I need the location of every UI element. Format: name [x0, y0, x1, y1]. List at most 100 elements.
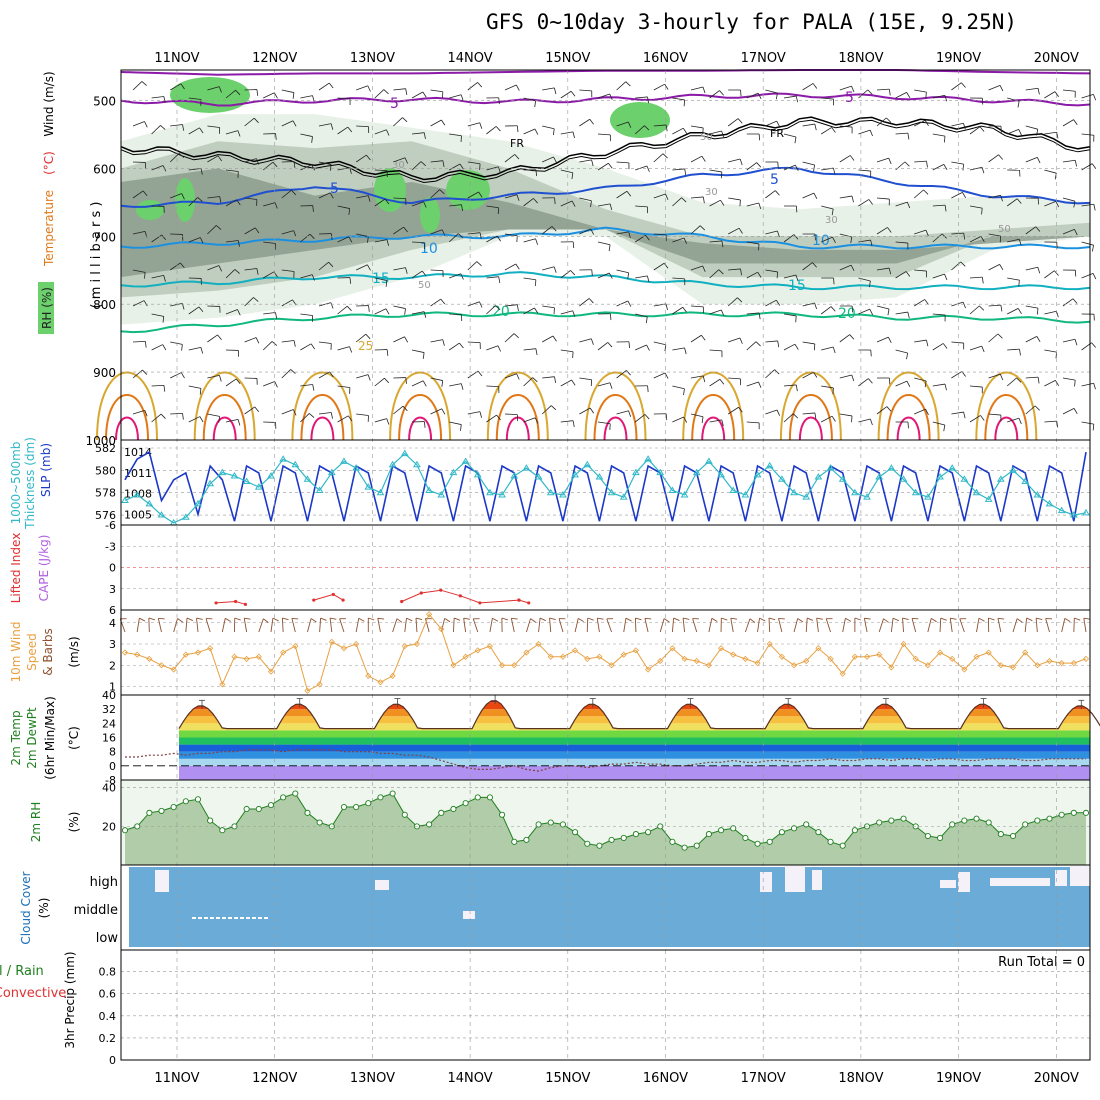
wind-barb: [207, 265, 223, 272]
thickness-marker: [510, 471, 519, 479]
wind-barb: [356, 413, 369, 422]
wind-barb: [988, 413, 1002, 422]
wind-barb: [523, 277, 537, 287]
wind-barb: [393, 267, 408, 274]
wind-barb-10m: [623, 617, 632, 633]
wind-speed-marker: [705, 662, 712, 669]
wind-barb: [132, 409, 148, 417]
wind-barb: [523, 169, 537, 177]
wind-barb: [151, 384, 166, 392]
wind-speed-marker: [304, 687, 311, 694]
wind-barb-10m: [1012, 618, 1023, 633]
wind-barb: [802, 233, 816, 241]
wind-barb-10m: [911, 618, 919, 633]
rh-point: [791, 825, 798, 832]
wind-barb: [560, 379, 576, 387]
wind-barb-10m: [196, 617, 203, 633]
wind-barb-10m: [586, 617, 594, 633]
thickness-marker: [571, 470, 579, 478]
wind-barb: [244, 406, 260, 415]
wind-barb: [635, 165, 650, 172]
thickness-marker: [619, 493, 628, 500]
thickness-marker: [121, 496, 129, 504]
rh-point: [1058, 811, 1065, 818]
wind-barb: [300, 384, 315, 391]
wind-barb: [690, 375, 706, 383]
isotherm-line: [120, 92, 1091, 107]
low-level-isotherm: [896, 416, 921, 441]
thickness-marker: [778, 475, 786, 482]
rh-point: [632, 831, 639, 838]
wind-barb-10m: [157, 617, 165, 633]
rh-legend-swatch: [38, 282, 54, 334]
wind-speed-marker: [693, 657, 700, 665]
wind-barb: [839, 125, 853, 134]
wind-barb: [951, 122, 966, 130]
wind-barb: [263, 421, 277, 429]
thickness-marker: [1033, 490, 1042, 498]
thickness-marker: [340, 457, 348, 464]
wind-barb: [263, 241, 276, 250]
wind-speed-marker: [912, 655, 919, 662]
lifted-index-point: [400, 599, 404, 604]
wind-speed-marker: [438, 626, 445, 633]
wind-speed-marker: [608, 662, 615, 669]
wind-barb-10m: [778, 617, 785, 633]
thickness-marker: [692, 468, 701, 476]
wind-speed-marker: [267, 668, 275, 675]
y-axis-label: (6hr Min/Max): [43, 696, 57, 780]
wind-speed-marker: [486, 643, 494, 650]
contour-label: 50: [700, 132, 713, 143]
x-tick-label-bottom: 20NOV: [1034, 1071, 1079, 1086]
wind-barb: [727, 406, 743, 415]
wind-barb: [709, 309, 725, 316]
y-tick-label: 0.2: [99, 1032, 117, 1045]
wind-barb: [411, 91, 427, 99]
wind-barb: [988, 154, 1004, 163]
lifted-index-point: [458, 594, 462, 598]
wind-barb: [411, 241, 425, 249]
wind-barb: [914, 408, 929, 415]
y-tick-label: 3: [109, 638, 116, 651]
thickness-marker: [899, 475, 908, 482]
wind-barb: [1044, 310, 1059, 318]
wind-speed-marker: [900, 640, 907, 648]
y-tick-label: 24: [102, 717, 116, 730]
wind-barb: [635, 205, 648, 214]
wind-speed-marker: [766, 640, 773, 648]
low-level-isotherm: [398, 394, 443, 441]
wind-barb: [653, 262, 669, 271]
wind-barb: [393, 305, 406, 315]
wind-speed-marker: [377, 679, 384, 686]
x-tick-label-bottom: 14NOV: [448, 1071, 493, 1086]
rh-point: [267, 802, 275, 809]
wind-speed-marker: [863, 653, 871, 660]
wind-barb-10m: [682, 617, 690, 633]
wind-barb: [1044, 91, 1059, 99]
wind-barb: [225, 89, 241, 99]
wind-speed-marker: [754, 660, 761, 667]
wind-barb: [1025, 156, 1041, 164]
wind-barb: [746, 162, 762, 171]
thickness-marker: [133, 490, 142, 498]
wind-barb: [653, 124, 668, 132]
wind-barb: [132, 340, 147, 348]
rh-point: [973, 815, 980, 822]
thickness-marker: [1057, 506, 1066, 514]
wind-barb-10m: [415, 617, 423, 633]
wind-barb: [988, 84, 1004, 92]
wind-barb: [356, 125, 370, 133]
thickness-marker: [461, 457, 470, 464]
wind-barb: [616, 300, 632, 307]
wind-barb: [337, 205, 351, 215]
x-tick-label-top: 11NOV: [154, 51, 199, 66]
y-axis-label: (°C): [67, 726, 81, 750]
wind-barb: [914, 120, 929, 127]
thickness-marker: [1021, 477, 1030, 485]
wind-barb: [207, 86, 222, 93]
thickness-marker: [1009, 466, 1017, 473]
wind-barb: [746, 92, 762, 99]
contour-label: FR: [770, 127, 784, 140]
wind-barb: [188, 277, 202, 285]
y-tick-label: 580: [95, 464, 116, 477]
